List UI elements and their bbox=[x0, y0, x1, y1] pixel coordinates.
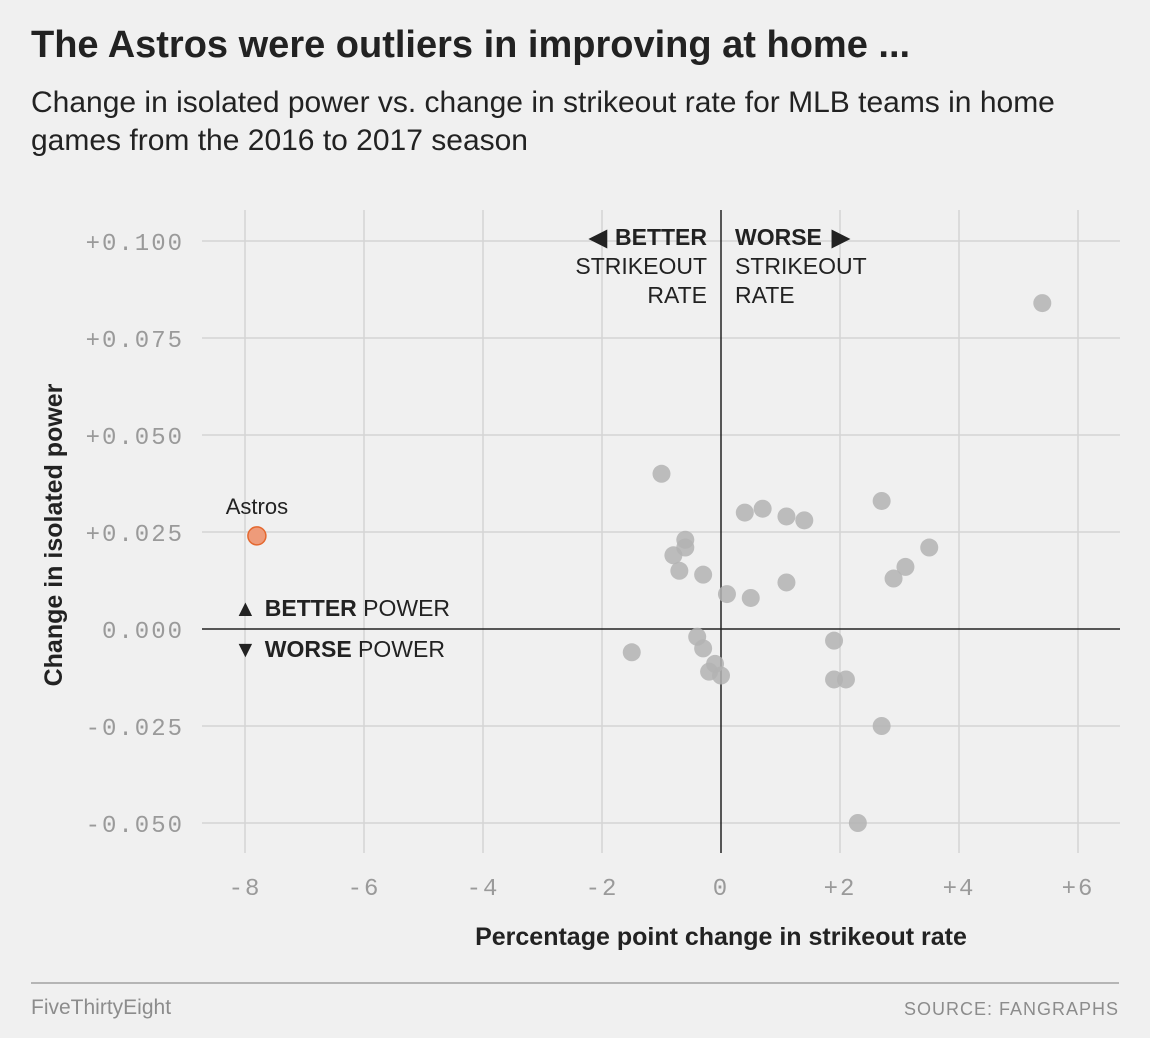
better-power-word: BETTER bbox=[265, 595, 357, 621]
x-tick-label: +6 bbox=[1062, 876, 1095, 903]
team-point bbox=[836, 670, 855, 689]
team-point bbox=[694, 639, 713, 658]
x-tick-label: -4 bbox=[467, 876, 500, 903]
team-point bbox=[795, 511, 814, 530]
better-strikeout-annotation: ◀ BETTER STRIKEOUT RATE bbox=[575, 224, 707, 308]
better-k-word: BETTER bbox=[615, 224, 707, 250]
team-point bbox=[825, 631, 844, 650]
team-point bbox=[848, 814, 867, 832]
y-tick-label: 0.000 bbox=[102, 619, 184, 646]
worse-power-text: ▼ WORSE POWER bbox=[234, 636, 445, 662]
y-tick-label: -0.050 bbox=[86, 813, 184, 840]
worse-strikeout-annotation: WORSE ▶ STRIKEOUT RATE bbox=[735, 224, 867, 308]
astros-label: Astros bbox=[226, 494, 288, 519]
x-axis-label: Percentage point change in strikeout rat… bbox=[475, 923, 967, 951]
team-point bbox=[777, 573, 796, 592]
team-point bbox=[920, 538, 939, 557]
team-point bbox=[622, 643, 641, 662]
worse-power-word: WORSE bbox=[265, 636, 352, 662]
brand-logo-text: FiveThirtyEight bbox=[31, 996, 172, 1019]
better-power-rest: POWER bbox=[357, 595, 450, 621]
better-power-annotation: ▲ BETTER POWER bbox=[234, 595, 450, 621]
team-point bbox=[872, 717, 891, 735]
left-arrow-icon: ◀ bbox=[588, 224, 608, 250]
source-note: SOURCE: FANGRAPHS bbox=[903, 999, 1119, 1019]
team-point bbox=[670, 561, 689, 580]
team-point bbox=[694, 565, 713, 584]
team-point bbox=[1033, 294, 1052, 313]
right-arrow-icon: ▶ bbox=[831, 224, 851, 250]
worse-power-annotation: ▼ WORSE POWER bbox=[234, 636, 445, 662]
footer-divider bbox=[31, 982, 1119, 984]
team-point bbox=[884, 569, 903, 588]
worse-power-rest: POWER bbox=[352, 636, 445, 662]
team-point bbox=[712, 666, 730, 685]
x-tick-label: 0 bbox=[713, 876, 729, 903]
astros-point bbox=[247, 526, 267, 546]
team-point bbox=[896, 557, 915, 576]
y-tick-label: -0.025 bbox=[86, 716, 184, 743]
team-point bbox=[741, 588, 760, 607]
tick-layer: -8 -6 -4 -2 0 +2 +4 +6 +0.100 +0.075 +0.050 +0.025 0… bbox=[86, 231, 1095, 903]
y-tick-label: +0.100 bbox=[86, 231, 184, 258]
better-k-bold: ◀ BETTER bbox=[588, 224, 707, 250]
chart-subtitle: Change in isolated power vs. change in s… bbox=[31, 86, 1055, 157]
chart-title: The Astros were outliers in improving at… bbox=[31, 24, 911, 66]
better-k-line3: RATE bbox=[647, 282, 707, 308]
x-tick-label: +4 bbox=[943, 876, 976, 903]
worse-k-bold: WORSE ▶ bbox=[735, 224, 851, 250]
team-point bbox=[753, 499, 772, 518]
y-tick-label: +0.050 bbox=[86, 425, 184, 452]
x-tick-label: -6 bbox=[348, 876, 381, 903]
team-point bbox=[664, 546, 683, 565]
scatter-chart: -8 -6 -4 -2 0 +2 +4 +6 +0.100 +0.075 +0.050 +0.025 0… bbox=[40, 210, 1120, 951]
y-tick-label: +0.025 bbox=[86, 522, 184, 549]
worse-k-line3: RATE bbox=[735, 282, 795, 308]
grid-layer bbox=[202, 210, 1120, 853]
x-tick-label: -2 bbox=[586, 876, 619, 903]
better-power-text: ▲ BETTER POWER bbox=[234, 595, 450, 621]
worse-k-line2: STRIKEOUT bbox=[735, 253, 867, 279]
team-point bbox=[735, 503, 754, 522]
down-triangle-icon: ▼ bbox=[234, 636, 257, 662]
x-tick-label: -8 bbox=[229, 876, 262, 903]
point-layer bbox=[247, 294, 1052, 832]
y-tick-label: +0.075 bbox=[86, 328, 184, 355]
team-point bbox=[717, 585, 736, 604]
team-point bbox=[777, 507, 796, 526]
team-point bbox=[872, 491, 891, 510]
x-tick-label: +2 bbox=[824, 876, 857, 903]
worse-k-word: WORSE bbox=[735, 224, 822, 250]
y-axis-label: Change in isolated power bbox=[40, 383, 68, 686]
up-triangle-icon: ▲ bbox=[234, 595, 257, 621]
team-point bbox=[652, 464, 671, 483]
better-k-line2: STRIKEOUT bbox=[575, 253, 707, 279]
